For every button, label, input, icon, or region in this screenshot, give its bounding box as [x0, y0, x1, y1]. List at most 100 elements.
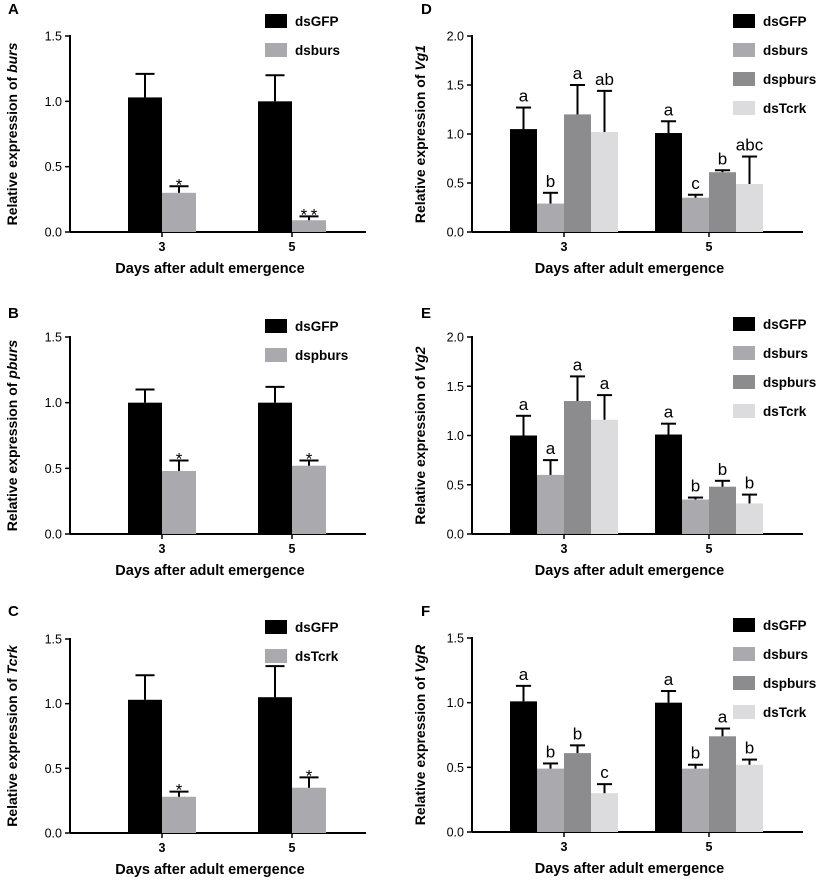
- bar-dsgfp-day3: [510, 129, 537, 232]
- y-tick-label: 0.0: [447, 528, 464, 542]
- bar-dstcrk-day5: [736, 183, 763, 232]
- y-axis-title-gene: pburs: [4, 340, 20, 380]
- significance-label: b: [573, 724, 582, 743]
- y-axis-title: Relative expression of Tcrk: [4, 644, 20, 827]
- significance-label: a: [664, 100, 674, 119]
- y-tick-label: 0.5: [447, 177, 464, 191]
- panel-e: E 0.0 0.5 1.0 1.5 2.0 Relative expression of V…: [412, 305, 816, 579]
- x-category-label: 3: [561, 240, 568, 254]
- x-category-label: 5: [289, 542, 296, 556]
- y-tick-label: 0.0: [447, 826, 464, 840]
- significance-label: a: [600, 374, 610, 393]
- legend-swatch: [733, 101, 755, 115]
- bar-dsgfp-day5: [258, 101, 292, 232]
- y-axis-title-prefix: Relative expression of: [412, 71, 428, 224]
- significance-label: a: [519, 665, 529, 684]
- legend-swatch: [733, 317, 755, 331]
- significance-label: a: [519, 395, 529, 414]
- legend-label: dsburs: [763, 43, 808, 58]
- y-axis-title-prefix: Relative expression of: [4, 379, 20, 532]
- bar-dstcrk-day5: [736, 503, 763, 534]
- bar-dsgfp-day3: [128, 699, 162, 833]
- significance-label: abc: [736, 136, 764, 155]
- bar-dsburs-day3: [537, 203, 564, 232]
- legend-label: dsburs: [763, 346, 808, 361]
- x-category-label: 3: [561, 840, 568, 854]
- y-axis-title: Relative expression of burs: [4, 42, 20, 225]
- x-category-label: 5: [706, 840, 713, 854]
- significance-label: a: [718, 708, 728, 727]
- y-tick-label: 1.5: [45, 633, 62, 647]
- panel-letter: E: [421, 305, 431, 322]
- legend-label: dsTcrk: [295, 649, 339, 664]
- y-axis-title: Relative expression of pburs: [4, 340, 20, 532]
- panel-d: D 0.0 0.5 1.0 1.5 2.0 Relative expression of V…: [412, 1, 816, 277]
- bar-dspburs-day5: [709, 172, 736, 232]
- significance-label: *: [306, 766, 313, 785]
- significance-label: c: [691, 174, 700, 193]
- significance-label: b: [718, 149, 727, 168]
- x-axis-title: Days after adult emergence: [115, 862, 304, 878]
- y-tick-label: 1.0: [45, 396, 62, 410]
- y-axis-title: Relative expression of Vg1: [412, 45, 428, 223]
- bar-dsburs-day3: [537, 768, 564, 832]
- legend-label: dsTcrk: [763, 101, 807, 116]
- x-axis-title: Days after adult emergence: [115, 261, 304, 277]
- bar-dsgfp-day3: [128, 97, 162, 232]
- legend-label: dsburs: [295, 43, 340, 58]
- significance-label: b: [546, 742, 555, 761]
- legend-label: dspburs: [295, 348, 348, 363]
- panel-b: B 0.0 0.5 1.0 1.5 Relative expression of pbur…: [4, 305, 366, 579]
- y-tick-label: 0.0: [447, 226, 464, 240]
- legend-swatch: [265, 620, 287, 634]
- y-tick-label: 0.5: [447, 478, 464, 492]
- y-tick-label: 1.5: [447, 380, 464, 394]
- bar-dsburs-day5: [682, 197, 709, 232]
- significance-label: a: [573, 64, 583, 83]
- significance-label: a: [546, 439, 556, 458]
- bar-dsburs-day5: [292, 220, 326, 232]
- panel-letter: A: [8, 1, 19, 18]
- bar-dspburs-day5: [292, 465, 326, 534]
- legend-swatch: [733, 404, 755, 418]
- significance-label: a: [664, 403, 674, 422]
- legend-label: dsGFP: [295, 620, 339, 635]
- legend-label: dsGFP: [763, 14, 807, 29]
- y-tick-label: 1.0: [45, 95, 62, 109]
- legend-label: dspburs: [763, 375, 816, 390]
- y-tick-label: 0.5: [45, 462, 62, 476]
- x-axis-title: Days after adult emergence: [115, 563, 304, 579]
- bar-dsgfp-day5: [655, 702, 682, 832]
- significance-label: *: [176, 449, 183, 468]
- y-axis-title-prefix: Relative expression of: [4, 674, 20, 827]
- significance-label: b: [745, 474, 754, 493]
- legend-label: dsTcrk: [763, 705, 807, 720]
- legend-label: dspburs: [763, 72, 816, 87]
- bar-dstcrk-day3: [591, 793, 618, 832]
- bar-dsgfp-day5: [258, 697, 292, 833]
- panel-a: A 0.0 0.5 1.0 1.5 Relative expression of burs…: [4, 1, 366, 277]
- y-axis-title-gene: Vg1: [412, 45, 428, 71]
- bar-dspburs-day3: [564, 401, 591, 534]
- legend-label: dsGFP: [295, 14, 339, 29]
- y-tick-label: 2.0: [447, 331, 464, 345]
- legend-swatch: [265, 43, 287, 57]
- bar-dsburs-day5: [682, 768, 709, 832]
- bar-dspburs-day5: [709, 486, 736, 534]
- legend-label: dspburs: [763, 676, 816, 691]
- significance-label: a: [664, 670, 674, 689]
- bar-dstcrk-day3: [591, 132, 618, 232]
- bar-dsburs-day3: [162, 192, 196, 232]
- bar-dstcrk-day3: [162, 796, 196, 833]
- x-category-label: 5: [706, 240, 713, 254]
- y-tick-label: 1.5: [45, 331, 62, 345]
- legend-swatch: [265, 649, 287, 663]
- bar-dspburs-day3: [162, 470, 196, 534]
- y-tick-label: 0.0: [45, 827, 62, 841]
- y-tick-label: 0.5: [45, 160, 62, 174]
- y-axis-title-prefix: Relative expression of: [412, 372, 428, 525]
- significance-label: ab: [595, 70, 614, 89]
- panel-letter: F: [421, 603, 430, 620]
- legend-swatch: [733, 43, 755, 57]
- x-axis-title: Days after adult emergence: [535, 861, 724, 877]
